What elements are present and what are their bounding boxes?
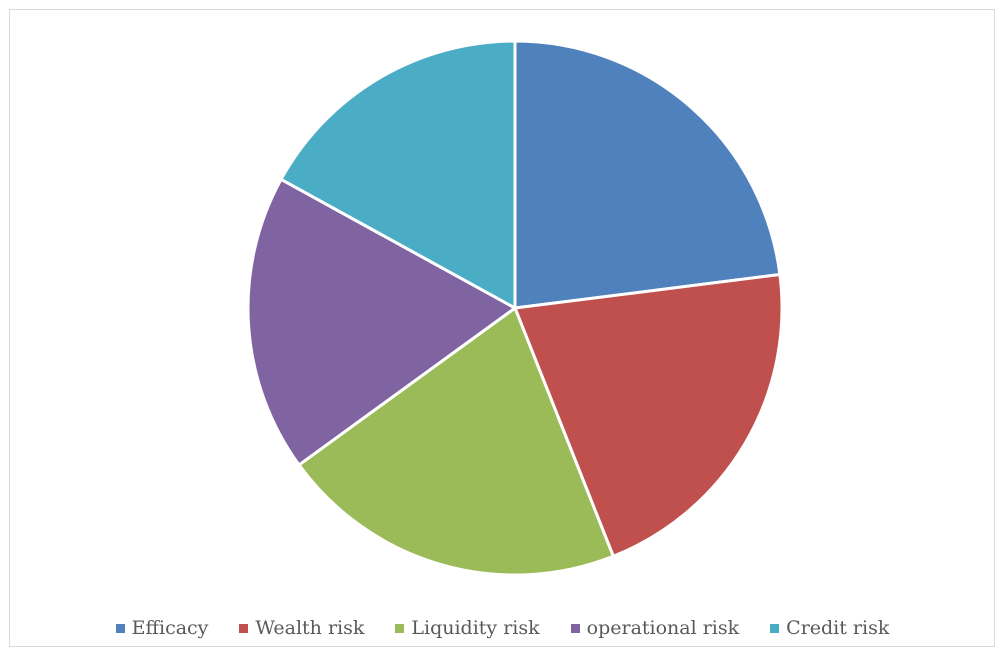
legend-swatch xyxy=(395,623,405,633)
legend-item: Credit risk xyxy=(770,617,889,639)
pie-slice-wealth-risk xyxy=(513,273,784,558)
legend-swatch xyxy=(239,623,249,633)
legend-item: Liquidity risk xyxy=(395,617,540,639)
legend-label: operational risk xyxy=(586,617,740,639)
pie-slice-liquidity-risk xyxy=(297,306,615,577)
legend-swatch xyxy=(115,623,125,633)
legend-item: operational risk xyxy=(570,617,740,639)
legend-label: Liquidity risk xyxy=(411,617,540,639)
pie-slice-operational-risk xyxy=(246,177,517,467)
legend-swatch xyxy=(570,623,580,633)
legend-label: Efficacy xyxy=(131,617,209,639)
pie-slice-efficacy xyxy=(513,39,782,310)
pie-slice-credit-risk xyxy=(279,39,517,310)
chart-legend: Efficacy Wealth risk Liquidity risk operati… xyxy=(0,612,1005,644)
legend-label: Wealth risk xyxy=(255,617,365,639)
legend-label: Credit risk xyxy=(786,617,890,639)
legend-swatch xyxy=(770,623,780,633)
legend-item: Wealth risk xyxy=(239,617,364,639)
legend-item: Efficacy xyxy=(115,617,209,639)
